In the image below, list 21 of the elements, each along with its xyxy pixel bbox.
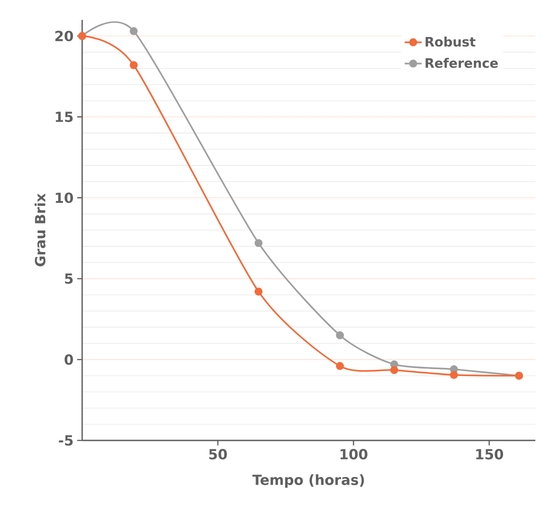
x-tick-label: 100: [340, 449, 368, 460]
y-tick-label: 10: [56, 192, 73, 204]
point: [336, 332, 344, 340]
point: [450, 371, 458, 380]
point: [254, 288, 263, 296]
y-tick-label: 0: [64, 354, 73, 366]
y-tick-label: 5: [65, 274, 73, 284]
y-tick-label: 15: [56, 112, 73, 122]
x-tick-label: 150: [476, 449, 504, 460]
legend-label: Robust: [426, 36, 476, 47]
x-tick-label: 50: [209, 449, 227, 460]
point: [390, 366, 398, 374]
y-axis-title: Grau Brix: [34, 194, 46, 267]
y-tick-label: -5: [58, 436, 73, 446]
point: [254, 239, 263, 248]
y-tick-label: 20: [55, 30, 73, 42]
x-axis-title: Tempo (horas): [252, 474, 364, 488]
point: [130, 61, 138, 70]
point: [130, 27, 138, 36]
point: [336, 362, 344, 370]
legend-label: Reference: [426, 58, 498, 68]
